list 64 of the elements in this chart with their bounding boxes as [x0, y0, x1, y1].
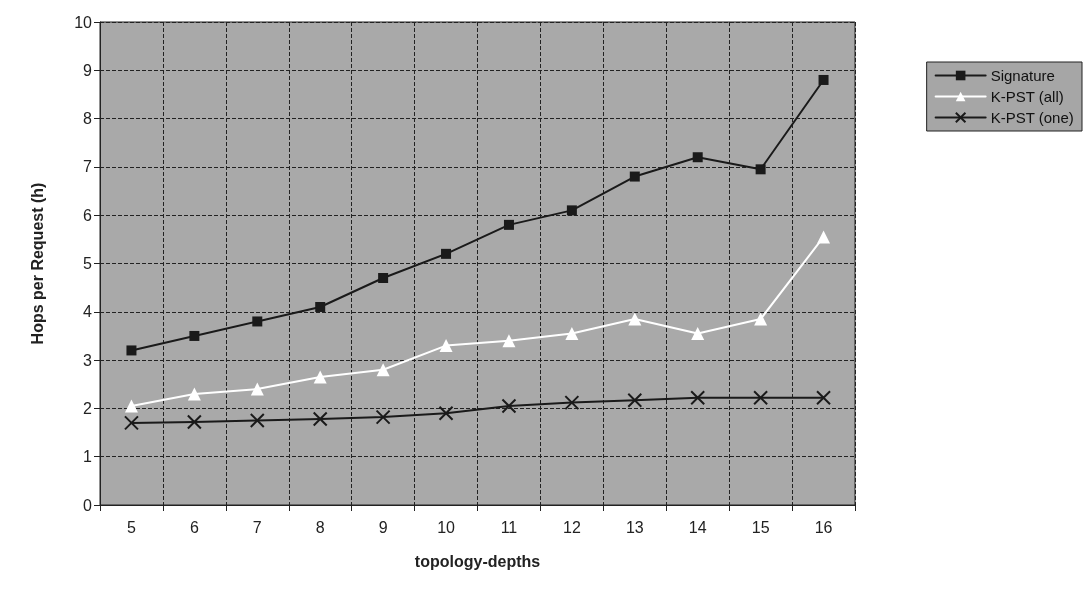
point — [123, 415, 139, 431]
y-tick-label: 5 — [83, 255, 93, 272]
point — [691, 327, 705, 341]
y-tick-label: 10 — [74, 13, 93, 31]
x-tick-label: 16 — [814, 518, 833, 536]
point — [438, 405, 454, 421]
point — [754, 312, 768, 326]
point — [126, 345, 137, 356]
point — [628, 312, 642, 326]
y-tick-label: 3 — [83, 351, 93, 369]
point — [249, 412, 265, 428]
y-axis-title: Hops per Request (h) — [28, 182, 46, 345]
point — [566, 205, 577, 216]
point — [565, 327, 579, 341]
point — [313, 370, 327, 384]
point — [816, 390, 832, 406]
x-tick-label: 15 — [751, 518, 770, 536]
point — [817, 230, 831, 244]
point — [564, 395, 580, 411]
y-tick-label: 6 — [83, 206, 93, 224]
point — [189, 330, 200, 341]
point — [376, 363, 390, 377]
y-tick-label: 2 — [83, 399, 93, 417]
y-tick-label: 1 — [83, 448, 93, 466]
point — [502, 334, 516, 348]
x-tick-label: 8 — [315, 518, 325, 536]
point — [124, 399, 138, 413]
x-tick-label: 11 — [500, 518, 518, 536]
point — [441, 248, 452, 259]
point — [503, 219, 514, 230]
point — [312, 411, 328, 427]
x-axis-title: topology-depths — [414, 552, 541, 570]
y-tick-label: 4 — [83, 303, 93, 321]
point — [375, 409, 391, 425]
point — [629, 171, 640, 182]
point — [690, 390, 706, 406]
point — [439, 339, 453, 353]
y-tick-label: 8 — [83, 110, 93, 128]
point — [186, 414, 202, 430]
legend-label: Signature — [990, 67, 1055, 84]
legend-label: K-PST (one) — [990, 109, 1074, 126]
point — [378, 272, 389, 283]
point — [187, 387, 201, 401]
x-tick-label: 5 — [127, 518, 137, 536]
x-tick-label: 13 — [625, 518, 644, 536]
point — [753, 390, 769, 406]
x-tick-label: 6 — [189, 518, 199, 536]
point — [627, 392, 643, 408]
x-tick-label: 12 — [562, 518, 581, 536]
point — [501, 398, 517, 414]
point — [250, 382, 264, 396]
x-tick-label: 10 — [437, 518, 456, 536]
point — [692, 152, 703, 163]
point — [252, 316, 263, 327]
y-tick-label: 9 — [83, 61, 93, 79]
x-tick-label: 7 — [252, 518, 262, 536]
y-tick-label: 0 — [83, 496, 93, 514]
point — [818, 74, 829, 85]
x-tick-label: 9 — [378, 518, 388, 536]
x-tick-label: 14 — [688, 518, 707, 536]
y-tick-label: 7 — [83, 158, 93, 176]
point — [315, 301, 326, 312]
legend-label: K-PST (all) — [990, 88, 1064, 105]
point — [755, 164, 766, 175]
